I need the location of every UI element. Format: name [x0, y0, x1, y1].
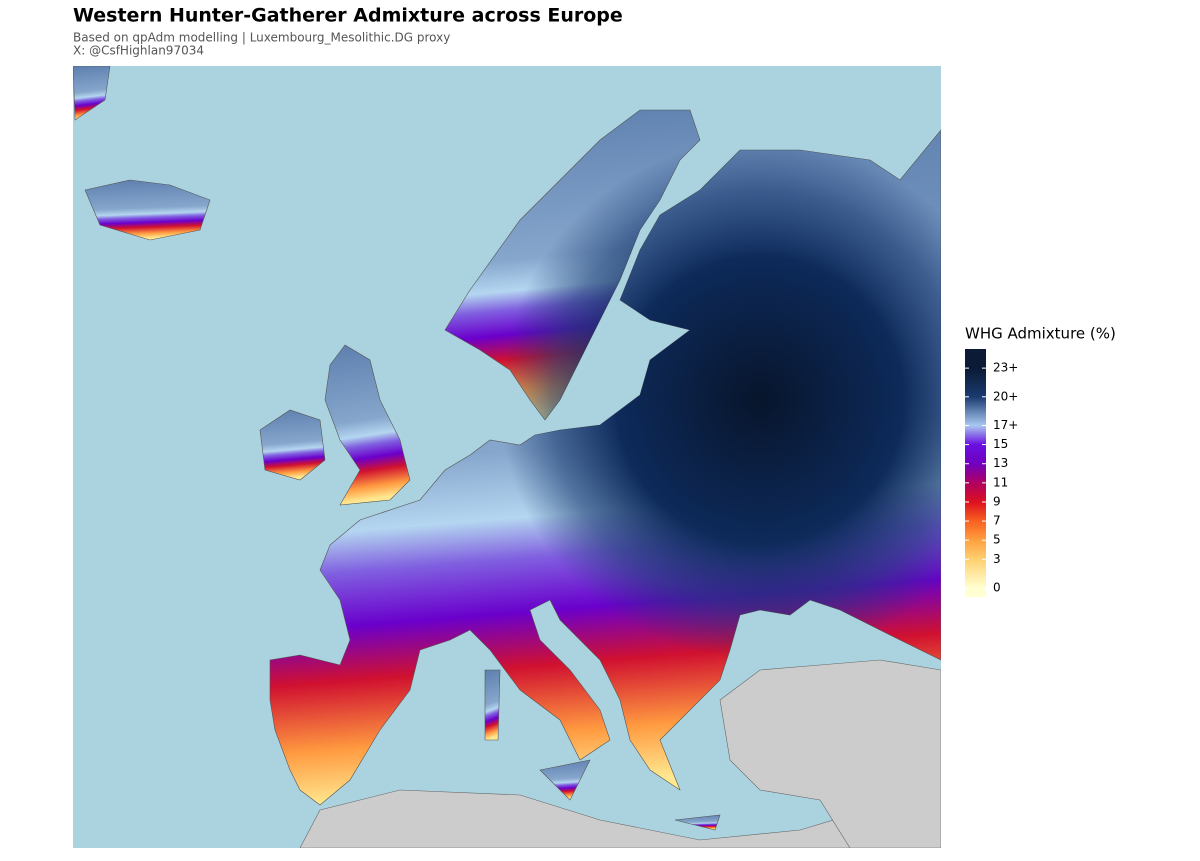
colorbar-label: 3 — [993, 552, 1001, 566]
credit: X: @CsfHighlan97034 — [73, 44, 204, 58]
colorbar-label: 11 — [993, 475, 1008, 489]
legend-title: WHG Admixture (%) — [965, 325, 1116, 343]
map — [73, 66, 941, 848]
legend: WHG Admixture (%) 0 3 5 7 9 11 13 15 17+ 20+ 23+ — [965, 325, 1116, 597]
colorbar-label: 0 — [993, 581, 1001, 595]
title: Western Hunter-Gatherer Admixture across… — [73, 5, 623, 27]
colorbar-label: 7 — [993, 514, 1001, 528]
colorbar-label: 9 — [993, 494, 1001, 508]
subtitle: Based on qpAdm modelling | Luxembourg_Me… — [73, 31, 450, 45]
colorbar-label: 17+ — [993, 418, 1018, 432]
colorbar-label: 15 — [993, 437, 1008, 451]
colorbar-label: 23+ — [993, 361, 1018, 375]
colorbar-label: 5 — [993, 533, 1001, 547]
colorbar-label: 20+ — [993, 389, 1018, 403]
colorbar-label: 13 — [993, 456, 1008, 470]
colorbar — [965, 349, 986, 597]
